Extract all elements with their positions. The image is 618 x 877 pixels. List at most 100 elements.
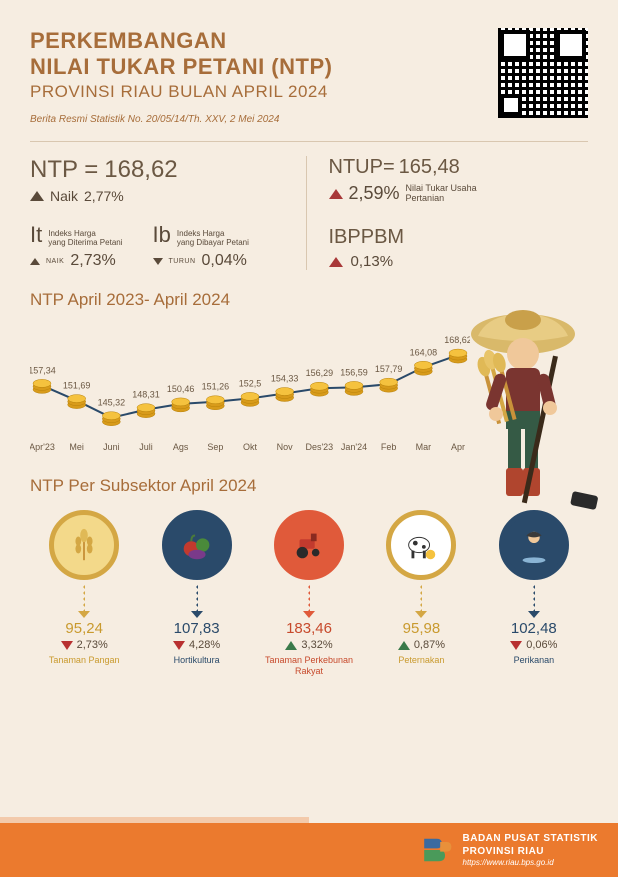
dots-arrow-icon — [83, 584, 85, 612]
ntup-value: 165,48 — [399, 156, 460, 179]
ntup-desc: Nilai Tukar Usaha Pertanian — [406, 184, 477, 204]
subsector-ring-icon — [499, 510, 569, 580]
subsector-item: 95,24 2,73% Tanaman Pangan — [30, 510, 138, 677]
subsector-ring-icon — [386, 510, 456, 580]
subsector-change: 0,06% — [480, 639, 588, 651]
it-symbol: It — [30, 222, 42, 248]
subtitle: Berita Resmi Statistik No. 20/05/14/Th. … — [30, 114, 332, 125]
svg-text:145,32: 145,32 — [98, 398, 126, 408]
it-block: It Indeks Harga yang Diterima Petani NAI… — [30, 222, 123, 270]
ntup-desc2: Pertanian — [406, 193, 445, 203]
svg-text:157,79: 157,79 — [375, 364, 403, 374]
subsector-change-pct: 0,87% — [414, 639, 445, 651]
farmer-illustration — [428, 296, 598, 526]
svg-text:148,31: 148,31 — [132, 390, 160, 400]
ib-symbol: Ib — [153, 222, 171, 248]
ntp-value: 168,62 — [104, 156, 177, 184]
triangle-down-icon — [153, 258, 163, 265]
ntp-change: Naik 2,77% — [30, 188, 290, 204]
subsector-name: Perikanan — [480, 655, 588, 666]
metrics-left: NTP = 168,62 Naik 2,77% It Indeks Harga … — [30, 156, 306, 270]
svg-text:154,33: 154,33 — [271, 373, 299, 383]
svg-text:Mei: Mei — [69, 442, 84, 452]
svg-text:Apr'23: Apr'23 — [30, 442, 55, 452]
triangle-up-icon — [329, 257, 343, 267]
ibppbm-pct: 0,13% — [351, 253, 394, 270]
svg-text:152,5: 152,5 — [239, 378, 262, 388]
subsector-name: Tanaman Perkebunan Rakyat — [255, 655, 363, 677]
subsector-ring-icon — [162, 510, 232, 580]
metrics-right: NTUP= 165,48 2,59% Nilai Tukar Usaha Per… — [306, 156, 589, 270]
svg-text:Sep: Sep — [207, 442, 223, 452]
ntp-label: NTP = — [30, 156, 98, 184]
subsector-change: 4,28% — [142, 639, 250, 651]
metrics-panel: NTP = 168,62 Naik 2,77% It Indeks Harga … — [0, 142, 618, 270]
chart-wrap: 157,34Apr'23151,69Mei145,32Juni148,31Jul… — [30, 326, 588, 466]
subsector-change: 3,32% — [255, 639, 363, 651]
subsector-item: 102,48 0,06% Perikanan — [480, 510, 588, 677]
svg-text:157,34: 157,34 — [30, 365, 56, 375]
svg-text:150,46: 150,46 — [167, 384, 195, 394]
triangle-icon — [61, 641, 73, 650]
svg-text:Juli: Juli — [139, 442, 153, 452]
subsector-item: 95,98 0,87% Peternakan — [367, 510, 475, 677]
triangle-icon — [285, 641, 297, 650]
chart-section: NTP April 2023- April 2024 157,34Apr'231… — [0, 270, 618, 466]
it-value: 2,73% — [70, 252, 115, 270]
ib-value: 0,04% — [202, 252, 247, 270]
svg-text:151,69: 151,69 — [63, 381, 91, 391]
ntp-row: NTP = 168,62 — [30, 156, 290, 184]
svg-text:Nov: Nov — [277, 442, 294, 452]
ntup-change: 2,59% Nilai Tukar Usaha Pertanian — [329, 183, 589, 204]
subsector-value: 95,24 — [30, 620, 138, 637]
ib-desc2: yang Dibayar Petani — [177, 238, 249, 247]
footer-org2: PROVINSI RIAU — [463, 845, 599, 858]
svg-text:Jan'24: Jan'24 — [341, 442, 367, 452]
footer-org1: BADAN PUSAT STATISTIK — [463, 832, 599, 845]
ntup-label: NTUP= — [329, 156, 395, 179]
subsector-change: 2,73% — [30, 639, 138, 651]
ntup-desc1: Nilai Tukar Usaha — [406, 183, 477, 193]
title-line3: PROVINSI RIAU BULAN APRIL 2024 — [30, 82, 332, 102]
title-line2: NILAI TUKAR PETANI (NTP) — [30, 54, 332, 80]
header: PERKEMBANGAN NILAI TUKAR PETANI (NTP) PR… — [0, 0, 618, 135]
qr-code — [498, 28, 588, 118]
subsector-name: Peternakan — [367, 655, 475, 666]
subsector-change-pct: 0,06% — [526, 639, 557, 651]
line-chart: 157,34Apr'23151,69Mei145,32Juni148,31Jul… — [30, 326, 470, 456]
it-desc2: yang Diterima Petani — [48, 238, 122, 247]
it-ib-row: It Indeks Harga yang Diterima Petani NAI… — [30, 222, 290, 270]
svg-text:Feb: Feb — [381, 442, 397, 452]
it-dir: NAIK — [46, 258, 64, 265]
it-desc1: Indeks Harga — [48, 229, 96, 238]
title-line1: PERKEMBANGAN — [30, 28, 332, 54]
ib-desc1: Indeks Harga — [177, 229, 225, 238]
triangle-up-icon — [329, 189, 343, 199]
svg-text:151,26: 151,26 — [202, 382, 230, 392]
ib-block: Ib Indeks Harga yang Dibayar Petani TURU… — [153, 222, 249, 270]
subsector-change-pct: 3,32% — [301, 639, 332, 651]
it-desc: Indeks Harga yang Diterima Petani — [48, 229, 122, 248]
footer: BADAN PUSAT STATISTIK PROVINSI RIAU http… — [0, 823, 618, 877]
svg-text:Des'23: Des'23 — [305, 442, 333, 452]
subsector-value: 102,48 — [480, 620, 588, 637]
triangle-icon — [173, 641, 185, 650]
title-block: PERKEMBANGAN NILAI TUKAR PETANI (NTP) PR… — [30, 28, 332, 125]
footer-text: BADAN PUSAT STATISTIK PROVINSI RIAU http… — [463, 832, 599, 868]
triangle-icon — [510, 641, 522, 650]
dots-arrow-icon — [420, 584, 422, 612]
subsector-change-pct: 4,28% — [189, 639, 220, 651]
subsector-change-pct: 2,73% — [77, 639, 108, 651]
footer-url: https://www.riau.bps.go.id — [463, 858, 599, 868]
dots-arrow-icon — [308, 584, 310, 612]
subsector-value: 107,83 — [142, 620, 250, 637]
ntup-pct: 2,59% — [349, 183, 400, 204]
ntp-change-label: Naik — [50, 188, 78, 204]
svg-text:Okt: Okt — [243, 442, 258, 452]
subsector-value: 95,98 — [367, 620, 475, 637]
dots-arrow-icon — [196, 584, 198, 612]
ibppbm-change: 0,13% — [329, 253, 589, 270]
ibppbm-label: IBPPBM — [329, 226, 589, 249]
dots-arrow-icon — [533, 584, 535, 612]
svg-text:156,29: 156,29 — [306, 368, 334, 378]
